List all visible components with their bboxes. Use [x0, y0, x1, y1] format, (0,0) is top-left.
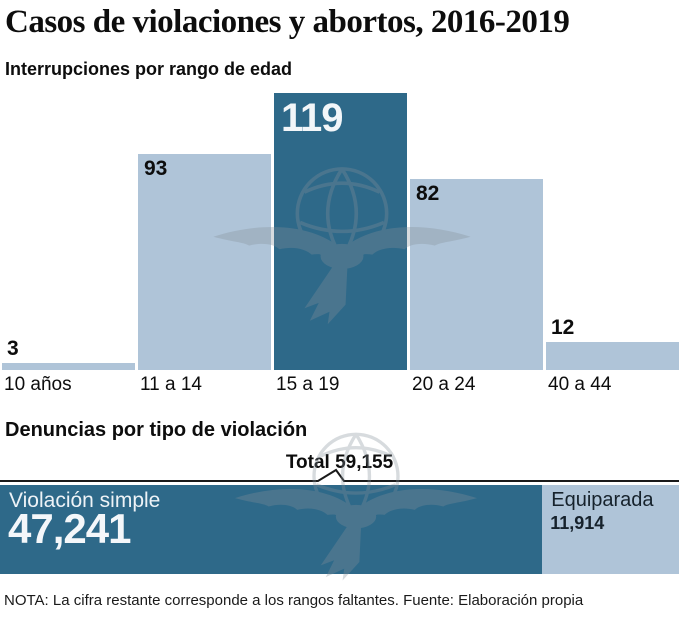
total-pointer-line — [0, 468, 679, 482]
bar-11-a-14: 93 — [138, 153, 271, 370]
complaints-chart-title: Denuncias por tipo de violación — [5, 419, 308, 441]
segment-value: 47,241 — [8, 505, 131, 552]
complaints-stacked-bar: Violación simple 47,241 Equiparada 11,914 — [0, 485, 679, 574]
segment-label: Equiparada — [551, 489, 654, 511]
x-axis-label: 11 a 14 — [140, 374, 202, 395]
bar-value-label: 119 — [281, 96, 344, 140]
x-axis-label: 40 a 44 — [548, 374, 612, 395]
segment-label: Violación simple — [9, 489, 161, 512]
total-label: Total 59,155 — [285, 452, 394, 473]
bar-value-label: 82 — [416, 182, 440, 206]
age-chart-axis: 10 años 11 a 14 15 a 19 20 a 24 40 a 44 — [2, 374, 679, 398]
bar-column: 82 — [410, 93, 543, 370]
bar-value-label: 12 — [551, 316, 575, 340]
segment-equiparada: Equiparada 11,914 — [542, 485, 679, 574]
bar-20-a-24: 82 — [410, 179, 543, 370]
bar-value-label: 3 — [7, 337, 19, 361]
bar-40-a-44 — [546, 342, 679, 370]
x-axis-label: 10 años — [4, 374, 72, 395]
bar-column: 119 — [274, 93, 407, 370]
page-title: Casos de violaciones y abortos, 2016-201… — [5, 4, 570, 40]
x-axis-label: 20 a 24 — [412, 374, 476, 395]
segment-value: 11,914 — [550, 513, 605, 533]
bar-column: 3 — [2, 93, 135, 370]
bar-value-label: 93 — [144, 156, 168, 180]
bar-column: 93 — [138, 93, 271, 370]
age-chart-plot: 3 93 119 82 12 — [2, 93, 679, 370]
bar-column: 12 — [546, 93, 679, 370]
bar-15-a-19: 119 — [274, 93, 407, 370]
age-chart-title: Interrupciones por rango de edad — [5, 59, 293, 79]
x-axis-label: 15 a 19 — [276, 374, 340, 395]
bar-10-años — [2, 363, 135, 370]
segment-violación-simple: Violación simple 47,241 — [0, 485, 543, 574]
footnote: NOTA: La cifra restante corresponde a lo… — [4, 592, 584, 609]
